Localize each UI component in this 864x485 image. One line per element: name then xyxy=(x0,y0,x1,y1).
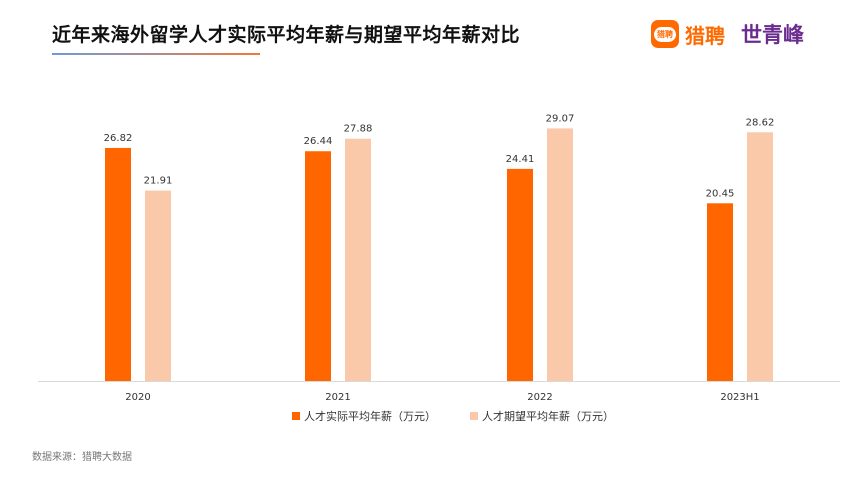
data-label: 24.41 xyxy=(506,154,535,165)
title-underline xyxy=(52,53,260,55)
data-label: 28.62 xyxy=(746,117,775,128)
chart-title: 近年来海外留学人才实际平均年薪与期望平均年薪对比 xyxy=(52,24,521,46)
shiqingfeng-logo-text: 世青峰 xyxy=(741,23,804,47)
bar xyxy=(707,203,733,381)
data-label: 26.82 xyxy=(104,133,133,144)
bar xyxy=(345,138,371,381)
x-tick-label: 2022 xyxy=(527,392,552,403)
x-tick-label: 2021 xyxy=(325,392,350,403)
bar xyxy=(747,132,773,381)
bar xyxy=(105,147,131,381)
data-label: 26.44 xyxy=(304,136,333,147)
x-tick-label: 2023H1 xyxy=(720,392,759,403)
bar xyxy=(305,151,331,381)
legend-swatch xyxy=(470,412,478,420)
legend: 人才实际平均年薪（万元） 人才期望平均年薪（万元） xyxy=(292,408,614,424)
data-source: 数据来源：猎聘大数据 xyxy=(32,452,132,463)
bar xyxy=(547,128,573,381)
liepin-logo-icon: 猎聘 xyxy=(651,20,679,48)
bar xyxy=(145,190,171,381)
logo: 猎聘 猎聘 世青峰 xyxy=(651,19,804,49)
data-label: 27.88 xyxy=(344,124,373,135)
data-label: 20.45 xyxy=(706,188,735,199)
legend-item-expected: 人才期望平均年薪（万元） xyxy=(470,408,614,424)
legend-item-actual: 人才实际平均年薪（万元） xyxy=(292,408,436,424)
data-label: 21.91 xyxy=(144,176,173,187)
legend-swatch xyxy=(292,412,300,420)
bar xyxy=(507,168,533,381)
data-label: 29.07 xyxy=(546,113,575,124)
x-tick-label: 2020 xyxy=(125,392,150,403)
liepin-logo-text: 猎聘 xyxy=(685,23,725,48)
